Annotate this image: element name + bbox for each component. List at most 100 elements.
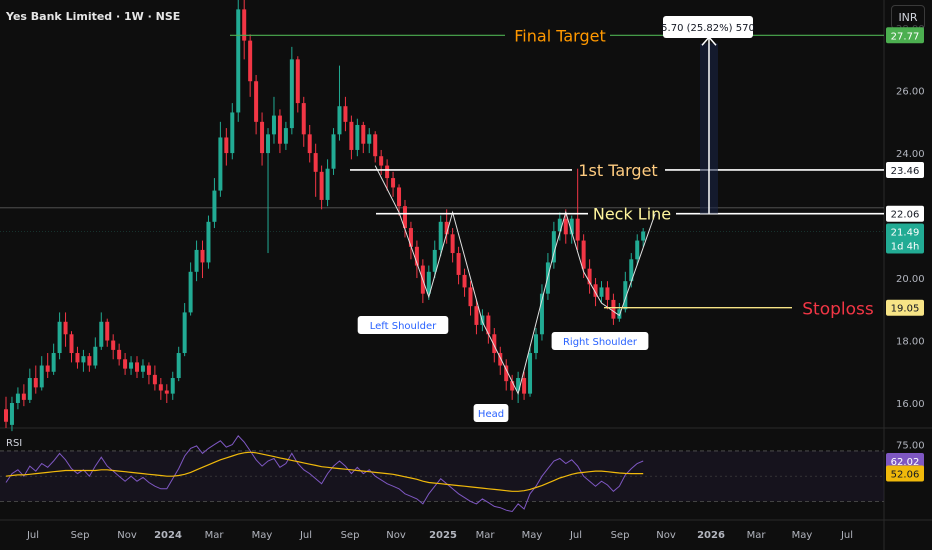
candle-body — [426, 271, 431, 294]
candle-body — [635, 240, 640, 260]
x-tick-label: Mar — [747, 530, 767, 541]
annotation-box — [357, 316, 449, 334]
pattern-annotation: Right Shoulder — [551, 332, 649, 350]
stoploss-label: Stoploss — [802, 300, 874, 320]
candle-body — [510, 381, 515, 391]
chart-title: Yes Bank Limited · 1W · NSE — [6, 10, 181, 23]
x-tick-label: Nov — [117, 530, 137, 541]
x-tick-label: Jul — [840, 530, 853, 541]
candle-body — [641, 231, 646, 241]
candle-body — [551, 231, 556, 263]
candle-body — [432, 249, 437, 272]
rsi-price-label-bg — [886, 452, 924, 469]
x-tick-label: Nov — [656, 530, 676, 541]
candle-body — [605, 287, 610, 300]
candle-body — [379, 156, 384, 166]
candle-body — [105, 321, 110, 341]
candle-body — [498, 353, 503, 366]
price-label: 22.06 — [886, 205, 924, 222]
candle-body — [295, 59, 300, 104]
candle-body — [164, 390, 169, 394]
candle-body — [593, 284, 598, 297]
candle-body — [146, 365, 151, 375]
candle-body — [200, 249, 205, 263]
candle-body — [575, 218, 580, 241]
candle-body — [63, 321, 68, 335]
candle-body — [373, 134, 378, 157]
candle-body — [4, 409, 8, 422]
candle-body — [486, 315, 491, 335]
price-label: 19.05 — [886, 299, 924, 316]
candle-body — [111, 340, 116, 350]
x-tick-label: 2026 — [697, 530, 725, 541]
candle-body — [260, 121, 265, 154]
candle-body — [444, 221, 449, 235]
candle-body — [123, 359, 128, 369]
candle-body — [516, 378, 521, 391]
candle-body — [51, 353, 56, 372]
candle-body — [468, 287, 473, 307]
rsi-ma-line — [5, 451, 644, 492]
rsi-y-tick: 75.00 — [896, 441, 925, 452]
price-label-bg — [886, 27, 924, 44]
measure-label-group: 5.70 (25.82%) 570 — [661, 16, 755, 38]
candle-body — [361, 124, 366, 144]
pattern-annotation: Head — [473, 404, 509, 422]
candle-body — [271, 115, 276, 135]
annotation-box — [473, 404, 509, 422]
candle-body — [218, 137, 223, 191]
price-label-bg — [886, 299, 924, 316]
candle-body — [450, 234, 455, 254]
candle-body — [140, 365, 145, 372]
candle-body — [599, 287, 604, 297]
candle-body — [170, 378, 175, 394]
price-label-text: 23.46 — [891, 166, 920, 177]
candle-body — [522, 378, 527, 394]
candle-body — [349, 121, 354, 150]
measure-label-text: 5.70 (25.82%) 570 — [661, 23, 755, 34]
price-label-sub: 1d 4h — [891, 241, 920, 252]
candle-body — [135, 362, 140, 372]
price-label: 21.49 1d 4h — [886, 223, 924, 254]
candle-body — [319, 171, 324, 200]
price-label-text: 19.05 — [891, 304, 920, 315]
candle-body — [45, 365, 50, 372]
pattern-annotation: Left Shoulder — [357, 316, 449, 334]
candle-body — [533, 334, 538, 354]
x-tick-label: Mar — [476, 530, 496, 541]
candle-body — [539, 293, 544, 335]
candle-body — [57, 321, 62, 354]
rsi-price-label: 62.02 — [886, 452, 924, 469]
candle-body — [385, 165, 390, 179]
candle-body — [248, 40, 253, 82]
x-tick-label: May — [792, 530, 813, 541]
y-tick-label: 18.00 — [896, 337, 925, 348]
candle-body — [283, 128, 288, 144]
candle-body — [504, 365, 509, 382]
candle-body — [152, 374, 157, 385]
candle-body — [289, 59, 294, 129]
candle-body — [617, 309, 622, 319]
annotation-text: Left Shoulder — [370, 321, 437, 332]
candle-body — [391, 178, 396, 188]
y-tick-label: 20.00 — [896, 274, 925, 285]
candle-body — [266, 134, 271, 154]
candle-body — [194, 249, 199, 272]
x-tick-label: Nov — [386, 530, 406, 541]
price-label-text: 21.49 — [891, 227, 920, 238]
candle-body — [93, 346, 98, 366]
y-tick-label: 26.00 — [896, 87, 925, 98]
candle-body — [21, 393, 26, 400]
y-tick-label: 16.00 — [896, 399, 925, 410]
annotation-text: Head — [478, 409, 504, 420]
candle-body — [331, 134, 336, 169]
x-tick-label: 2024 — [154, 530, 182, 541]
price-label-text: 27.77 — [891, 31, 920, 42]
candle-body — [408, 228, 413, 247]
candle-body — [629, 259, 634, 282]
candle-body — [188, 271, 193, 313]
candle-body — [129, 362, 134, 369]
candle-body — [414, 246, 419, 266]
